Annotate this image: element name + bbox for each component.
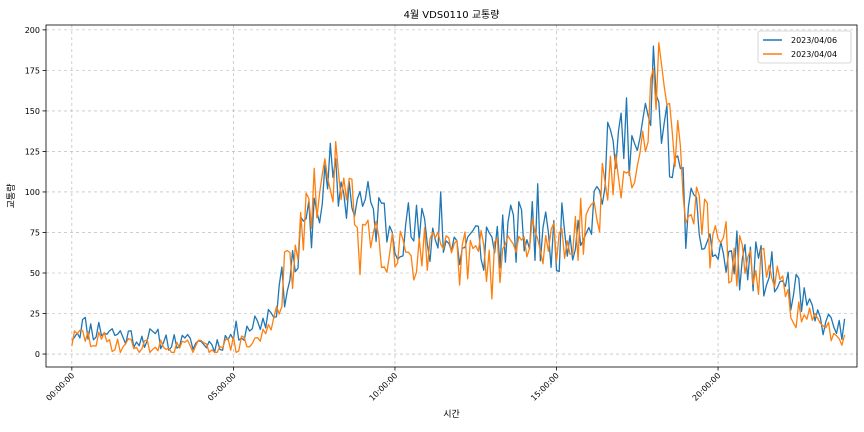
y-tick-label: 125 — [25, 147, 40, 156]
y-tick-label: 75 — [30, 228, 40, 237]
series-line — [71, 42, 846, 354]
plot-frame — [45, 24, 858, 368]
y-tick-label: 0 — [35, 350, 40, 359]
y-tick-label: 50 — [30, 269, 40, 278]
y-tick-label: 175 — [25, 66, 40, 75]
legend-box — [757, 30, 852, 64]
y-tick-label: 200 — [25, 26, 40, 35]
legend: 2023/04/06 2023/04/04 — [757, 30, 852, 64]
y-axis-label: 교통량 — [5, 184, 17, 209]
y-axis: 0 25 50 75 100 125 150 175 200 — [25, 26, 46, 359]
y-tick-label: 25 — [30, 310, 40, 319]
grid-lines — [46, 25, 857, 367]
y-tick-label: 100 — [25, 188, 40, 197]
legend-entry: 2023/04/04 — [791, 50, 837, 59]
legend-entry: 2023/04/06 — [791, 36, 837, 45]
y-tick-label: 150 — [25, 107, 40, 116]
chart-title: 4월 VDS0110 교통량 — [404, 9, 500, 21]
x-axis-label: 시간 — [443, 409, 460, 420]
series-layer — [71, 42, 846, 354]
